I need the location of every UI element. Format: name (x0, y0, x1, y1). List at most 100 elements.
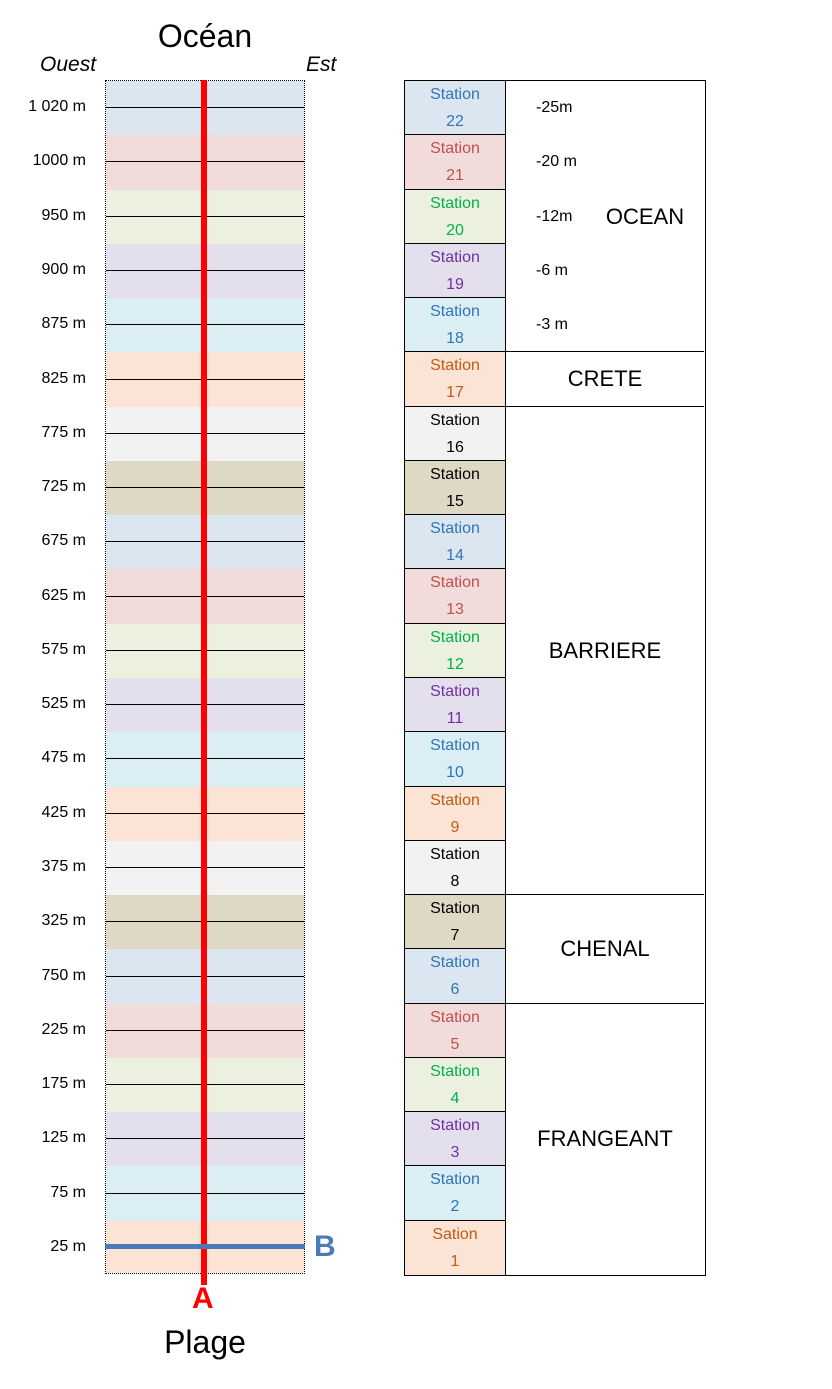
marker-b-label: B (314, 1230, 336, 1263)
station-cell: Station 21 (405, 135, 505, 190)
station-number: 17 (446, 384, 464, 402)
distance-label: 75 m (50, 1183, 86, 1201)
station-word: Station (430, 1008, 480, 1026)
distance-label: 225 m (41, 1020, 86, 1038)
distance-label: 575 m (41, 640, 86, 658)
depth-label: -20 m (536, 153, 577, 171)
depth-label: -12m (536, 207, 573, 225)
distance-label: 1000 m (32, 152, 86, 170)
zone-ocean: OCEAN (506, 81, 704, 353)
station-number: 15 (446, 492, 464, 510)
transect-line-a (201, 80, 207, 1285)
transect-line-b (105, 1244, 305, 1249)
station-cell: Station 12 (405, 623, 505, 678)
zone-barriere: BARRIERE (506, 407, 704, 896)
depth-label: -6 m (536, 261, 568, 279)
station-cell: Station 20 (405, 189, 505, 244)
station-word: Station (430, 248, 480, 266)
station-number: 7 (450, 927, 460, 945)
station-word: Station (430, 411, 480, 429)
station-cell: Station 7 (405, 895, 505, 950)
station-number: 1 (450, 1252, 460, 1270)
distance-label: 125 m (41, 1129, 86, 1147)
distance-label: 725 m (41, 478, 86, 496)
distance-label: 675 m (41, 532, 86, 550)
station-table: Station 22 Station 21 Station 20 Station 19 Stat… (404, 80, 706, 1276)
distance-label: 475 m (41, 749, 86, 767)
distance-label: 1 020 m (28, 98, 86, 116)
station-number: 9 (450, 818, 460, 836)
station-word: Station (430, 737, 480, 755)
station-number: 2 (450, 1198, 460, 1216)
station-cell: Station 8 (405, 840, 505, 896)
station-word: Station (430, 954, 480, 972)
west-label: Ouest (40, 53, 97, 76)
zone-label: OCEAN (605, 203, 685, 229)
zone-chenal: CHENAL (506, 895, 704, 1004)
beach-title: Plage (164, 1324, 246, 1360)
station-word: Station (430, 1117, 480, 1135)
station-word: Station (430, 357, 480, 375)
station-cell: Station 4 (405, 1057, 505, 1113)
zone-label: CRETE (567, 366, 643, 392)
distance-label: 625 m (41, 586, 86, 604)
station-number: 12 (446, 655, 464, 673)
station-word: Sation (432, 1225, 478, 1243)
depth-label: -3 m (536, 316, 568, 334)
station-cell: Station 16 (405, 406, 505, 461)
station-number: 8 (450, 872, 460, 890)
station-number: 5 (450, 1035, 460, 1053)
distance-label: 425 m (41, 803, 86, 821)
station-cell: Station 19 (405, 243, 505, 299)
east-label: Est (306, 53, 337, 76)
distance-label: 950 m (41, 206, 86, 224)
station-word: Station (430, 86, 480, 103)
station-number: 16 (446, 438, 464, 456)
distance-label: 825 m (41, 369, 86, 387)
distance-label: 325 m (41, 912, 86, 930)
station-cell: Sation 1 (405, 1220, 505, 1275)
distance-label: 25 m (50, 1237, 86, 1255)
station-word: Station (430, 194, 480, 212)
station-word: Station (430, 1062, 480, 1080)
station-word: Station (430, 140, 480, 158)
zone-frangeant: FRANGEANT (506, 1004, 704, 1275)
distance-label: 900 m (41, 260, 86, 278)
station-word: Station (430, 574, 480, 592)
distance-label: 375 m (41, 857, 86, 875)
station-word: Station (430, 683, 480, 700)
station-number: 10 (446, 764, 464, 782)
station-word: Station (430, 628, 480, 646)
station-cell: Station 11 (405, 678, 505, 733)
marker-a-label: A (192, 1282, 214, 1315)
station-cell: Station 6 (405, 949, 505, 1004)
station-word: Station (430, 303, 480, 321)
station-word: Station (430, 520, 480, 538)
distance-label: 775 m (41, 423, 86, 441)
station-number: 6 (450, 981, 460, 999)
station-number: 19 (446, 275, 464, 293)
station-number: 21 (446, 167, 464, 185)
distance-label: 175 m (41, 1075, 86, 1093)
station-number: 11 (446, 710, 464, 727)
station-cell: Station 13 (405, 569, 505, 624)
ocean-title: Océan (157, 18, 253, 54)
station-cell: Station 15 (405, 460, 505, 516)
station-number: 13 (446, 601, 464, 619)
station-word: Station (430, 900, 480, 918)
station-cell: Station 14 (405, 515, 505, 570)
zone-label: BARRIERE (548, 637, 662, 663)
station-cell: Station 10 (405, 732, 505, 787)
distance-label: 750 m (41, 966, 86, 984)
station-number: 4 (450, 1089, 460, 1107)
distance-label: 525 m (41, 695, 86, 713)
zone-label: CHENAL (560, 936, 650, 962)
station-cell: Station 5 (405, 1003, 505, 1058)
station-word: Station (430, 845, 480, 863)
station-word: Station (430, 791, 480, 809)
station-cell: Station 9 (405, 786, 505, 841)
depth-label: -25m (536, 99, 573, 117)
station-number: 18 (446, 330, 464, 348)
station-column: Station 22 Station 21 Station 20 Station 19 Stat… (405, 81, 506, 1275)
zone-column: OCEAN CRETE BARRIERE CHENAL FRANGEANT -25m -20… (506, 81, 705, 1275)
